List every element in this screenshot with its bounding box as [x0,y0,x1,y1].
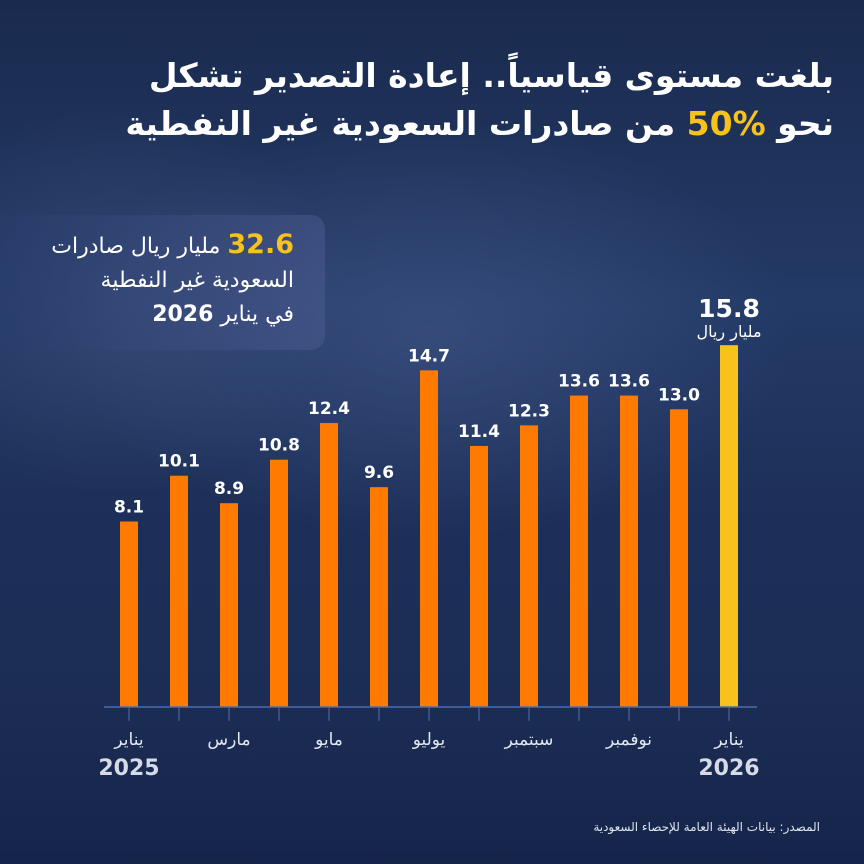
x-tick-year: 2025 [98,756,159,781]
x-tick-year: 2026 [698,756,759,781]
x-tick-label: مايو [314,730,343,750]
info-value: 32.6 [227,229,294,260]
headline-text: من صادرات السعودية غير النفطية [125,104,687,143]
data-label: 13.6 [558,372,600,392]
headline-line-2: نحو 50% من صادرات السعودية غير النفطية [14,100,834,148]
data-label: 13.6 [608,372,650,392]
data-label-unit: مليار ريال [696,322,761,342]
info-text: مليار ريال صادرات [51,234,228,259]
data-label: 12.4 [308,399,350,419]
bar [470,445,488,707]
x-tick-label: يناير [113,730,143,750]
data-label: 8.1 [114,498,144,518]
data-label: 11.4 [458,422,500,442]
headline-highlight: 50% [686,104,766,143]
data-label: 10.1 [158,452,200,472]
x-tick-label: نوفمبر [605,730,652,750]
source-note: المصدر: بيانات الهيئة العامة للإحصاء الس… [593,820,820,834]
info-box: 32.6 مليار ريال صادرات السعودية غير النف… [0,228,294,332]
x-tick-label: يناير [713,730,743,750]
info-box-background [0,215,325,350]
data-label: 10.8 [258,436,300,456]
info-line-2: السعودية غير النفطية [100,268,294,293]
headline-line-1: بلغت مستوى قياسياً.. إعادة التصدير تشكل [148,56,834,95]
data-label: 9.6 [364,463,394,483]
data-label: 15.8 [698,294,760,323]
info-line-1: 32.6 مليار ريال صادرات [0,228,294,264]
bar [520,425,538,707]
bar [170,475,188,707]
x-tick-label: سبتمبر [504,730,554,750]
x-tick-label: مارس [207,730,250,750]
bar [320,423,338,707]
data-label: 12.3 [508,401,550,421]
data-label: 8.9 [214,479,244,499]
data-label: 13.0 [658,385,700,405]
info-line-3: في يناير 2026 [0,298,294,332]
bar [570,395,588,707]
bar [420,370,438,707]
info-text: في يناير [213,302,294,327]
info-year: 2026 [152,302,214,327]
bar [720,345,738,707]
bar [270,459,288,707]
data-label: 14.7 [408,346,450,366]
bar [220,503,238,707]
headline-text: نحو [765,104,834,143]
headline: بلغت مستوى قياسياً.. إعادة التصدير تشكل … [14,52,834,148]
bar [370,487,388,707]
bar [620,395,638,707]
bar [120,521,138,707]
bar [670,409,688,707]
x-tick-label: يوليو [412,730,446,750]
